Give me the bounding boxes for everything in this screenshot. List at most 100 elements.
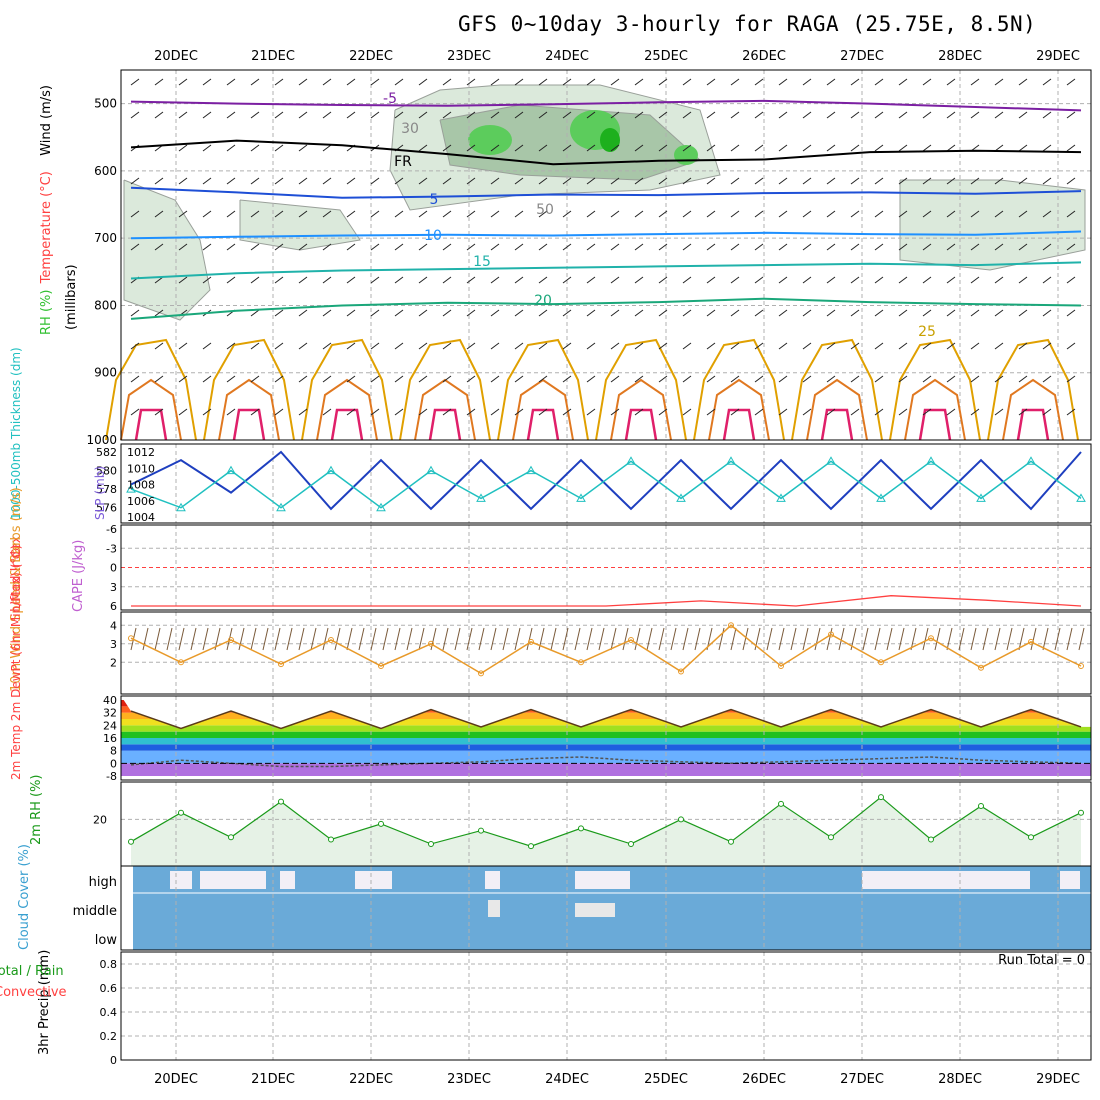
lifted-index-line bbox=[131, 595, 1082, 607]
wind-barb bbox=[610, 78, 620, 86]
wind-barb bbox=[418, 408, 428, 416]
wind-barb bbox=[466, 144, 476, 152]
wind-barb bbox=[706, 243, 716, 251]
wind-barb bbox=[1066, 309, 1076, 317]
wind-barb bbox=[958, 627, 965, 651]
wind-barb bbox=[250, 276, 260, 284]
y-tick-right: 1008 bbox=[127, 479, 155, 492]
temp-mask bbox=[121, 696, 1091, 729]
wind-barb bbox=[934, 627, 941, 651]
wind-barb bbox=[610, 210, 620, 218]
wind-barb bbox=[514, 78, 524, 86]
wind-barb bbox=[970, 342, 980, 350]
wind-barb bbox=[610, 375, 620, 383]
wind-speed-point bbox=[128, 635, 134, 642]
temp-band bbox=[121, 750, 1091, 764]
wind-barb bbox=[346, 408, 356, 416]
wind-barb bbox=[538, 177, 548, 185]
wind-barb bbox=[682, 78, 692, 86]
wind-barb bbox=[514, 243, 524, 251]
wind-barb bbox=[826, 276, 836, 284]
thickness-point bbox=[976, 493, 986, 502]
y-tick: -6 bbox=[106, 523, 117, 536]
wind-barb bbox=[586, 243, 596, 251]
wind-barb bbox=[142, 627, 149, 651]
wind-barb bbox=[346, 375, 356, 383]
wind-barb bbox=[970, 243, 980, 251]
wind-barb bbox=[334, 627, 341, 651]
wind-barb bbox=[154, 342, 164, 350]
wind-barb bbox=[562, 375, 572, 383]
wind-barb bbox=[730, 210, 740, 218]
wind-barb bbox=[250, 309, 260, 317]
wind-barb bbox=[322, 309, 332, 317]
y-tick: 0 bbox=[110, 757, 117, 770]
wind-barb bbox=[442, 627, 449, 651]
wind-barb bbox=[418, 243, 428, 251]
wind-speed-line bbox=[130, 624, 1082, 675]
temp-contour-25 bbox=[987, 338, 1079, 441]
wind-barb bbox=[658, 78, 668, 86]
wind-speed-point bbox=[678, 668, 684, 675]
wind-barb bbox=[826, 375, 836, 383]
wind-barb bbox=[610, 111, 620, 119]
wind-barb bbox=[730, 342, 740, 350]
wind-barb bbox=[1042, 111, 1052, 119]
wind-barb bbox=[1066, 408, 1076, 416]
wind-barb bbox=[790, 627, 797, 651]
rh-shade-0 bbox=[123, 179, 211, 321]
wind-barb bbox=[550, 627, 557, 651]
wind-barb bbox=[322, 177, 332, 185]
wind-barb bbox=[538, 144, 548, 152]
date-label-top: 28DEC bbox=[938, 49, 982, 64]
wind-barb bbox=[946, 78, 956, 86]
date-label-bottom: 29DEC bbox=[1036, 1072, 1080, 1087]
wind-barb bbox=[382, 627, 389, 651]
wind-barb bbox=[1078, 627, 1085, 651]
wind-barb bbox=[346, 309, 356, 317]
wind-barb bbox=[1066, 144, 1076, 152]
thickness-point bbox=[126, 484, 136, 493]
wind-barb bbox=[994, 210, 1004, 218]
wind-barb bbox=[850, 342, 860, 350]
wind-barb bbox=[874, 309, 884, 317]
wind-barb bbox=[442, 144, 452, 152]
temp-contour-35 bbox=[526, 408, 560, 441]
wind-barb bbox=[682, 375, 692, 383]
y-tick: 700 bbox=[94, 231, 117, 245]
wind-barb bbox=[826, 243, 836, 251]
wind-barb bbox=[298, 309, 308, 317]
y-tick-right: 1006 bbox=[127, 495, 155, 508]
rh-line bbox=[130, 796, 1082, 847]
wind-barb bbox=[778, 276, 788, 284]
wind-barb bbox=[490, 375, 500, 383]
wind-barb bbox=[994, 342, 1004, 350]
wind-barb bbox=[202, 243, 212, 251]
wind-barb bbox=[946, 243, 956, 251]
wind-barb bbox=[514, 111, 524, 119]
wind-barb bbox=[274, 375, 284, 383]
temp-contour-30 bbox=[512, 378, 574, 441]
wind-barb bbox=[1018, 111, 1028, 119]
contour-label: 5 bbox=[430, 192, 439, 208]
wind-barb bbox=[1018, 78, 1028, 86]
wind-barb bbox=[130, 78, 140, 86]
wind-barb bbox=[514, 210, 524, 218]
wind-barb bbox=[262, 627, 269, 651]
y-tick: 2 bbox=[110, 656, 117, 669]
wind-barb bbox=[442, 309, 452, 317]
wind-barb bbox=[394, 375, 404, 383]
date-label-top: 21DEC bbox=[251, 49, 295, 64]
wind-barb bbox=[322, 342, 332, 350]
wind-barb bbox=[394, 177, 404, 185]
wind-barb bbox=[562, 276, 572, 284]
y-tick: 6 bbox=[110, 600, 117, 613]
wind-barb bbox=[826, 210, 836, 218]
rh-point bbox=[228, 834, 234, 841]
rh-point bbox=[828, 834, 834, 841]
wind-barb bbox=[706, 408, 716, 416]
wind-barb bbox=[274, 111, 284, 119]
wind-barb bbox=[274, 276, 284, 284]
y-tick: -8 bbox=[106, 770, 117, 783]
wind-barb bbox=[202, 276, 212, 284]
